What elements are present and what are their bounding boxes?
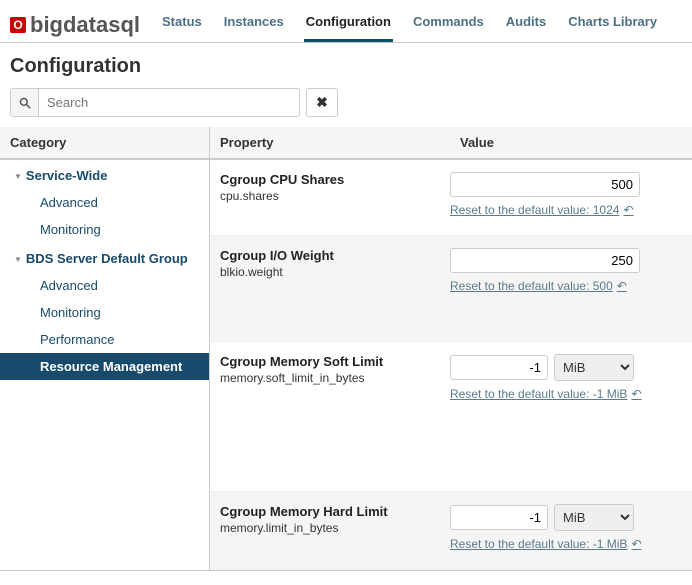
undo-icon: ↶ bbox=[631, 537, 641, 551]
tab-audits[interactable]: Audits bbox=[504, 8, 548, 42]
search-input[interactable] bbox=[39, 89, 299, 116]
search-group bbox=[10, 88, 300, 117]
property-key: memory.limit_in_bytes bbox=[220, 521, 440, 535]
tab-instances[interactable]: Instances bbox=[222, 8, 286, 42]
app-title: bigdatasql bbox=[30, 12, 140, 38]
col-header-property: Property bbox=[210, 127, 450, 158]
value-input-cpu-shares[interactable] bbox=[450, 172, 640, 197]
property-key: memory.soft_limit_in_bytes bbox=[220, 371, 440, 385]
col-header-category: Category bbox=[0, 127, 210, 158]
reset-link[interactable]: Reset to the default value: -1 MiB↶ bbox=[450, 537, 642, 551]
value-input-mem-soft[interactable] bbox=[450, 355, 548, 380]
tab-configuration[interactable]: Configuration bbox=[304, 8, 393, 42]
category-bds-monitoring[interactable]: Monitoring bbox=[0, 299, 209, 326]
tab-status[interactable]: Status bbox=[160, 8, 204, 42]
undo-icon: ↶ bbox=[617, 279, 627, 293]
tab-commands[interactable]: Commands bbox=[411, 8, 486, 42]
category-sidebar: Service-Wide Advanced Monitoring BDS Ser… bbox=[0, 160, 210, 570]
property-row: Cgroup CPU Shares cpu.shares Reset to th… bbox=[210, 160, 692, 236]
reset-link[interactable]: Reset to the default value: 1024↶ bbox=[450, 203, 634, 217]
col-header-value: Value bbox=[450, 127, 692, 158]
category-bds-advanced[interactable]: Advanced bbox=[0, 272, 209, 299]
oracle-logo-icon: O bbox=[10, 17, 26, 33]
reset-link[interactable]: Reset to the default value: 500↶ bbox=[450, 279, 627, 293]
category-service-wide[interactable]: Service-Wide bbox=[0, 160, 209, 189]
property-row: Cgroup I/O Weight blkio.weight Reset to … bbox=[210, 236, 692, 342]
value-input-mem-hard[interactable] bbox=[450, 505, 548, 530]
category-sw-monitoring[interactable]: Monitoring bbox=[0, 216, 209, 243]
property-key: blkio.weight bbox=[220, 265, 440, 279]
property-label: Cgroup CPU Shares bbox=[220, 172, 440, 187]
category-bds-performance[interactable]: Performance bbox=[0, 326, 209, 353]
search-icon bbox=[11, 89, 39, 116]
column-headers: Category Property Value bbox=[0, 127, 692, 159]
search-bar: ✖ bbox=[0, 88, 692, 127]
category-sw-advanced[interactable]: Advanced bbox=[0, 189, 209, 216]
category-bds-server-default-group[interactable]: BDS Server Default Group bbox=[0, 243, 209, 272]
property-key: cpu.shares bbox=[220, 189, 440, 203]
tab-strip: Status Instances Configuration Commands … bbox=[160, 8, 659, 42]
undo-icon: ↶ bbox=[623, 203, 633, 217]
properties-panel: Cgroup CPU Shares cpu.shares Reset to th… bbox=[210, 160, 692, 570]
property-label: Cgroup I/O Weight bbox=[220, 248, 440, 263]
tab-charts-library[interactable]: Charts Library bbox=[566, 8, 659, 42]
property-row: Cgroup Memory Soft Limit memory.soft_lim… bbox=[210, 342, 692, 492]
undo-icon: ↶ bbox=[631, 387, 641, 401]
value-input-io-weight[interactable] bbox=[450, 248, 640, 273]
property-row: Cgroup Memory Hard Limit memory.limit_in… bbox=[210, 492, 692, 570]
content-area: Service-Wide Advanced Monitoring BDS Ser… bbox=[0, 159, 692, 571]
category-bds-resource-management[interactable]: Resource Management bbox=[0, 353, 209, 380]
property-label: Cgroup Memory Hard Limit bbox=[220, 504, 440, 519]
page-title: Configuration bbox=[0, 43, 692, 88]
property-label: Cgroup Memory Soft Limit bbox=[220, 354, 440, 369]
unit-select-mem-hard[interactable]: MiB bbox=[554, 504, 634, 531]
unit-select-mem-soft[interactable]: MiB bbox=[554, 354, 634, 381]
top-nav: O bigdatasql Status Instances Configurat… bbox=[0, 0, 692, 43]
reset-link[interactable]: Reset to the default value: -1 MiB↶ bbox=[450, 387, 642, 401]
clear-search-button[interactable]: ✖ bbox=[306, 88, 338, 117]
